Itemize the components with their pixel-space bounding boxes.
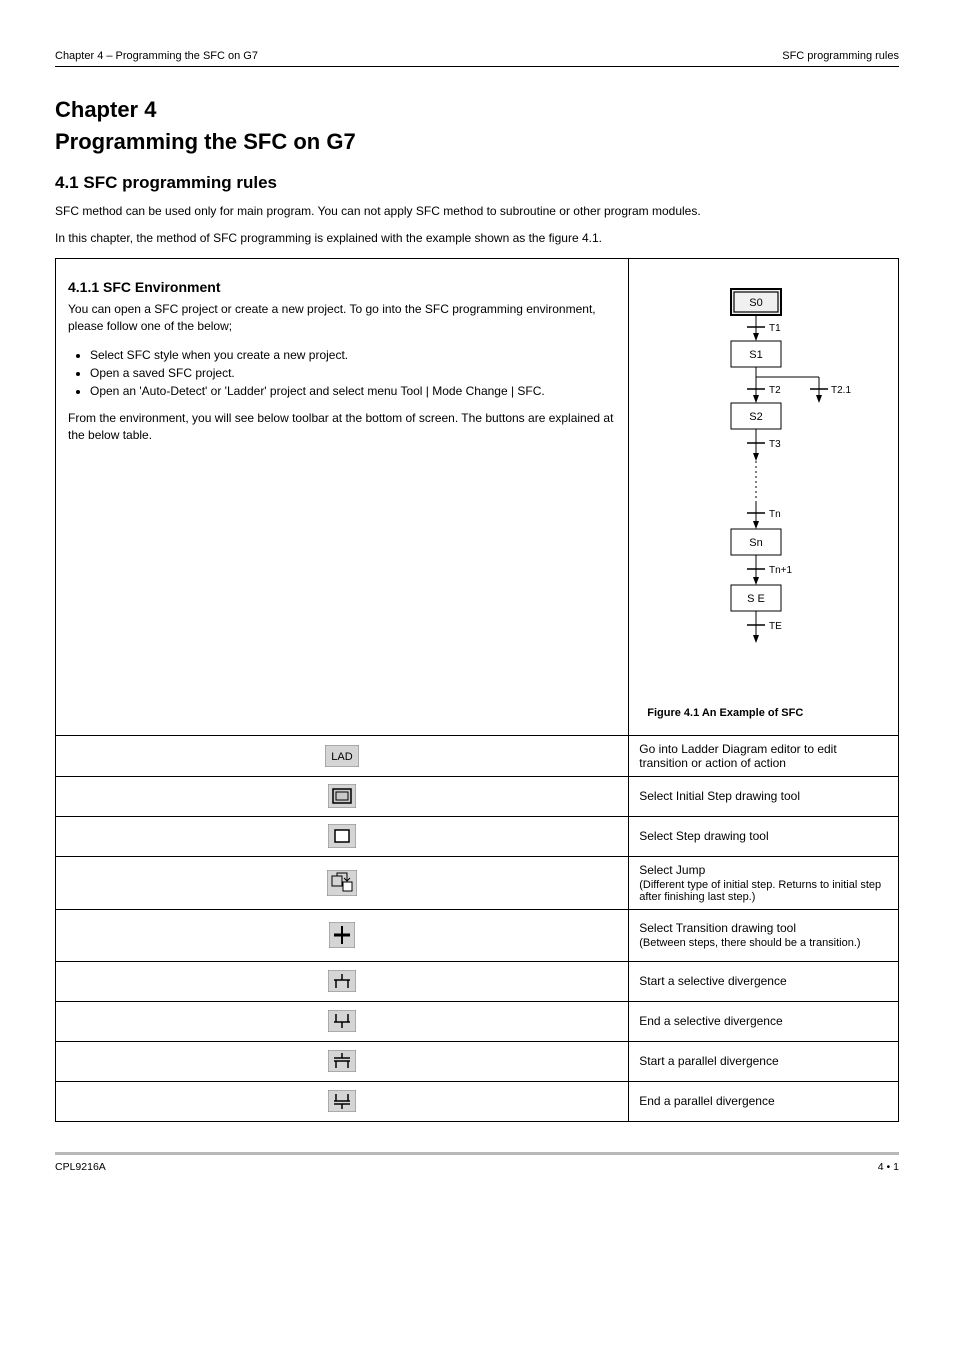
par-div-end-icon bbox=[328, 1090, 356, 1112]
footer-right: 4 • 1 bbox=[878, 1161, 899, 1173]
main-table: 4.1.1 SFC Environment You can open a SFC… bbox=[55, 258, 899, 1122]
lad-icon: LAD bbox=[325, 745, 359, 767]
toolbar-icon-initial-step[interactable] bbox=[56, 776, 629, 816]
transition-icon bbox=[329, 922, 355, 948]
toolbar-desc-par-div-end: End a parallel divergence bbox=[629, 1081, 899, 1121]
svg-text:T2: T2 bbox=[769, 385, 781, 396]
svg-text:Tn+1: Tn+1 bbox=[769, 565, 793, 576]
bullet-list: Select SFC style when you create a new p… bbox=[68, 346, 616, 400]
svg-text:S E: S E bbox=[747, 593, 765, 605]
toolbar-icon-par-div-start[interactable] bbox=[56, 1041, 629, 1081]
transition-desc-main: Select Transition drawing tool bbox=[639, 921, 796, 935]
subsection-title: 4.1.1 SFC Environment bbox=[68, 279, 616, 295]
bullet-1: Select SFC style when you create a new p… bbox=[90, 346, 616, 364]
sel-div-start-icon bbox=[328, 970, 356, 992]
page-header: Chapter 4 – Programming the SFC on G7 SF… bbox=[55, 50, 899, 62]
transition-desc-sub: (Between steps, there should be a transi… bbox=[639, 937, 888, 949]
toolbar-icon-lad[interactable]: LAD bbox=[56, 735, 629, 776]
svg-text:Tn: Tn bbox=[769, 509, 781, 520]
svg-text:T3: T3 bbox=[769, 439, 781, 450]
toolbar-desc-jump: Select Jump (Different type of initial s… bbox=[629, 856, 899, 909]
flowchart-svg: S0 T1 S1 T2 bbox=[669, 269, 859, 699]
par-div-start-icon bbox=[328, 1050, 356, 1072]
jump-icon bbox=[327, 870, 357, 896]
toolbar-desc-step: Select Step drawing tool bbox=[629, 816, 899, 856]
toolbar-icon-jump[interactable] bbox=[56, 856, 629, 909]
toolbar-icon-transition[interactable] bbox=[56, 909, 629, 961]
figure-caption: Figure 4.1 An Example of SFC bbox=[647, 707, 886, 719]
svg-text:LAD: LAD bbox=[331, 751, 352, 763]
subsection-cell: 4.1.1 SFC Environment You can open a SFC… bbox=[56, 258, 629, 735]
toolbar-desc-par-div-start: Start a parallel divergence bbox=[629, 1041, 899, 1081]
header-right: SFC programming rules bbox=[782, 50, 899, 62]
jump-desc-main: Select Jump bbox=[639, 863, 705, 877]
chapter-title: Programming the SFC on G7 bbox=[55, 129, 899, 155]
header-left: Chapter 4 – Programming the SFC on G7 bbox=[55, 50, 258, 62]
step-icon bbox=[328, 824, 356, 848]
subsection-para-2: From the environment, you will see below… bbox=[68, 410, 616, 445]
section-para-2: In this chapter, the method of SFC progr… bbox=[55, 230, 899, 247]
initial-step-icon bbox=[328, 784, 356, 808]
toolbar-desc-sel-div-start: Start a selective divergence bbox=[629, 961, 899, 1001]
bullet-3: Open an 'Auto-Detect' or 'Ladder' projec… bbox=[90, 382, 616, 400]
toolbar-desc-transition: Select Transition drawing tool (Between … bbox=[629, 909, 899, 961]
svg-text:S2: S2 bbox=[749, 411, 762, 423]
subsection-para: You can open a SFC project or create a n… bbox=[68, 301, 616, 336]
section-title: 4.1 SFC programming rules bbox=[55, 173, 899, 193]
svg-text:TE: TE bbox=[769, 621, 782, 632]
svg-text:T1: T1 bbox=[769, 323, 781, 334]
footer-left: CPL9216A bbox=[55, 1161, 106, 1173]
svg-text:Sn: Sn bbox=[749, 537, 762, 549]
jump-desc-sub: (Different type of initial step. Returns… bbox=[639, 879, 888, 903]
page-footer: CPL9216A 4 • 1 bbox=[55, 1155, 899, 1173]
sel-div-end-icon bbox=[328, 1010, 356, 1032]
toolbar-desc-sel-div-end: End a selective divergence bbox=[629, 1001, 899, 1041]
toolbar-icon-sel-div-end[interactable] bbox=[56, 1001, 629, 1041]
section-para-1: SFC method can be used only for main pro… bbox=[55, 203, 899, 220]
svg-text:T2.1: T2.1 bbox=[831, 385, 851, 396]
bullet-2: Open a saved SFC project. bbox=[90, 364, 616, 382]
header-rule bbox=[55, 66, 899, 67]
toolbar-desc-lad: Go into Ladder Diagram editor to edit tr… bbox=[629, 735, 899, 776]
svg-text:S1: S1 bbox=[749, 349, 762, 361]
toolbar-icon-step[interactable] bbox=[56, 816, 629, 856]
svg-text:S0: S0 bbox=[749, 297, 762, 309]
toolbar-icon-par-div-end[interactable] bbox=[56, 1081, 629, 1121]
toolbar-icon-sel-div-start[interactable] bbox=[56, 961, 629, 1001]
toolbar-desc-initial-step: Select Initial Step drawing tool bbox=[629, 776, 899, 816]
chapter-number: Chapter 4 bbox=[55, 97, 899, 123]
flowchart-cell: S0 T1 S1 T2 bbox=[629, 258, 899, 735]
